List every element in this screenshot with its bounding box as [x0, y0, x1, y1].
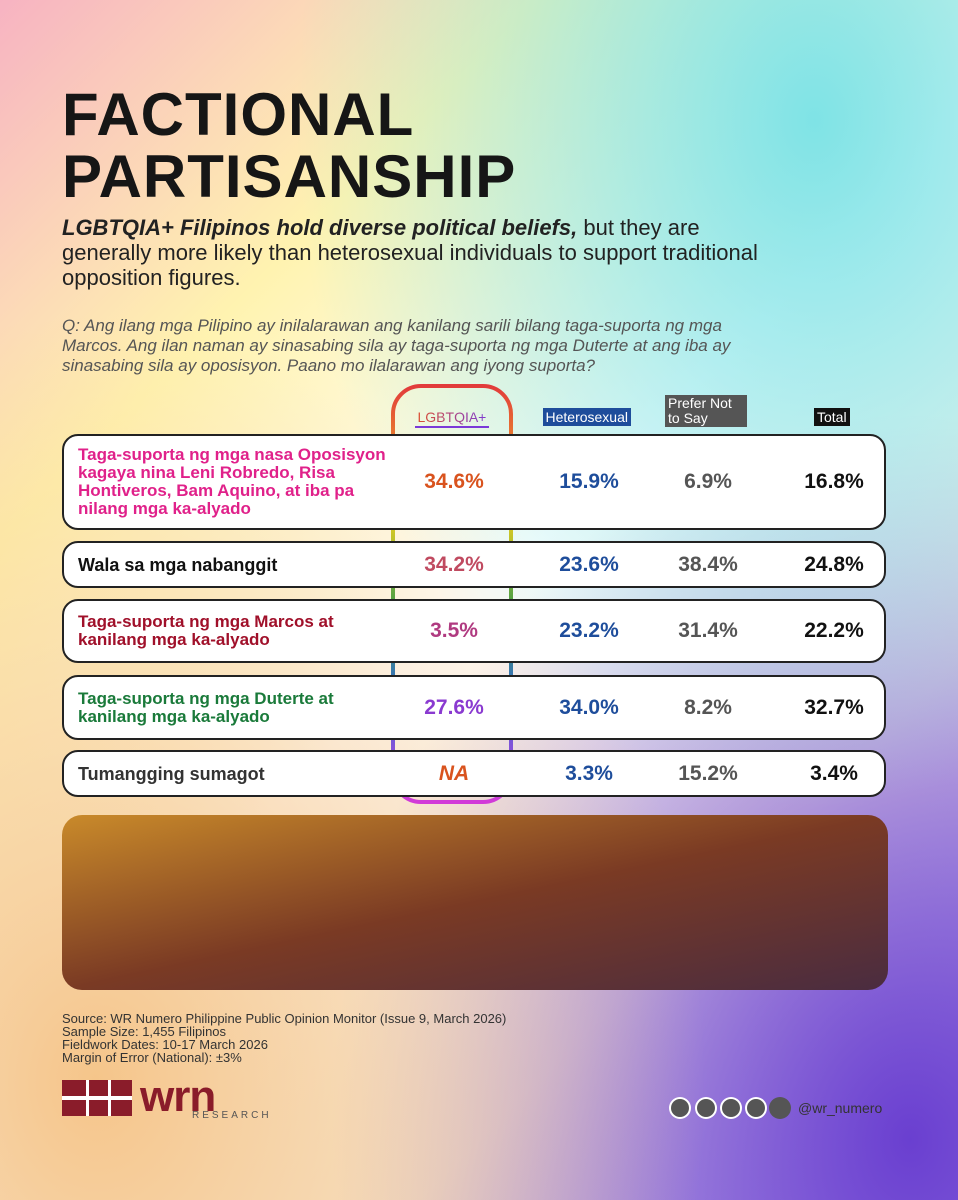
- row-label: Wala sa mga nabanggit: [78, 554, 278, 575]
- cell-value: 15.2%: [678, 761, 738, 785]
- subtitle: LGBTQIA+ Filipinos hold diverse politica…: [62, 215, 762, 290]
- column-header: Heterosexual: [542, 408, 631, 426]
- cell-value: 34.6%: [424, 470, 484, 493]
- cell-value: NA: [438, 761, 470, 785]
- row-label: Tumangging sumagot: [78, 763, 265, 784]
- table-row: Tumangging sumagot NA 3.3% 15.2% 3.4%: [62, 750, 886, 797]
- row-label: Taga-suporta ng mga Duterte at kanilang …: [78, 688, 334, 726]
- cell-value: 24.8%: [804, 552, 864, 576]
- title: FACTIONAL: [62, 81, 415, 148]
- handle: @wr_numero: [798, 1100, 883, 1116]
- cell-value: 22.2%: [804, 619, 864, 642]
- title: PARTISANSHIP: [62, 143, 517, 210]
- cell-value: 3.5%: [430, 619, 478, 642]
- column-header: Total: [814, 408, 850, 426]
- logo-mark: [62, 1080, 132, 1116]
- photo: [62, 815, 888, 990]
- cell-value: 6.9%: [684, 470, 732, 493]
- table-row: Taga-suporta ng mga nasa Oposisyon kagay…: [62, 434, 886, 530]
- cell-value: 34.0%: [559, 695, 619, 719]
- cell-value: 23.2%: [559, 619, 619, 642]
- table-row: Taga-suporta ng mga Duterte at kanilang …: [62, 675, 886, 740]
- cell-value: 34.2%: [424, 552, 484, 576]
- logo: wrn: [140, 1072, 216, 1121]
- table-row: Taga-suporta ng mga Marcos at kanilang m…: [62, 599, 886, 663]
- cell-value: 31.4%: [678, 619, 738, 642]
- cell-value: 38.4%: [678, 552, 738, 576]
- footer-note: Source: WR Numero Philippine Public Opin…: [62, 1011, 507, 1026]
- footer-note: Sample Size: 1,455 Filipinos: [62, 1024, 227, 1039]
- cell-value: 23.6%: [559, 552, 619, 576]
- subtitle-emphasis: LGBTQIA+ Filipinos hold diverse politica…: [62, 215, 578, 240]
- footer-note: Margin of Error (National): ±3%: [62, 1050, 242, 1065]
- cell-value: 3.3%: [565, 761, 613, 785]
- question: Q: Ang ilang mga Pilipino ay inilalarawa…: [62, 316, 731, 375]
- cell-value: 16.8%: [804, 470, 864, 493]
- cell-value: 8.2%: [684, 695, 732, 719]
- cell-value: 3.4%: [810, 761, 858, 785]
- cell-value: 27.6%: [424, 695, 484, 719]
- column-header: Prefer Not to Say: [665, 395, 747, 427]
- subtitle-text: but they are generally more likely than …: [62, 215, 758, 290]
- row-label: Taga-suporta ng mga Marcos at kanilang m…: [78, 612, 334, 649]
- cell-value: 15.9%: [559, 470, 619, 493]
- footer-note: Fieldwork Dates: 10-17 March 2026: [62, 1037, 268, 1052]
- table-row: Wala sa mga nabanggit 34.2% 23.6% 38.4% 24.8…: [62, 541, 886, 588]
- logo-sub: RESEARCH: [192, 1110, 272, 1121]
- cell-value: 32.7%: [804, 695, 864, 719]
- column-header: LGBTQIA+: [414, 408, 490, 428]
- row-label: Taga-suporta ng mga nasa Oposisyon kagay…: [78, 445, 386, 518]
